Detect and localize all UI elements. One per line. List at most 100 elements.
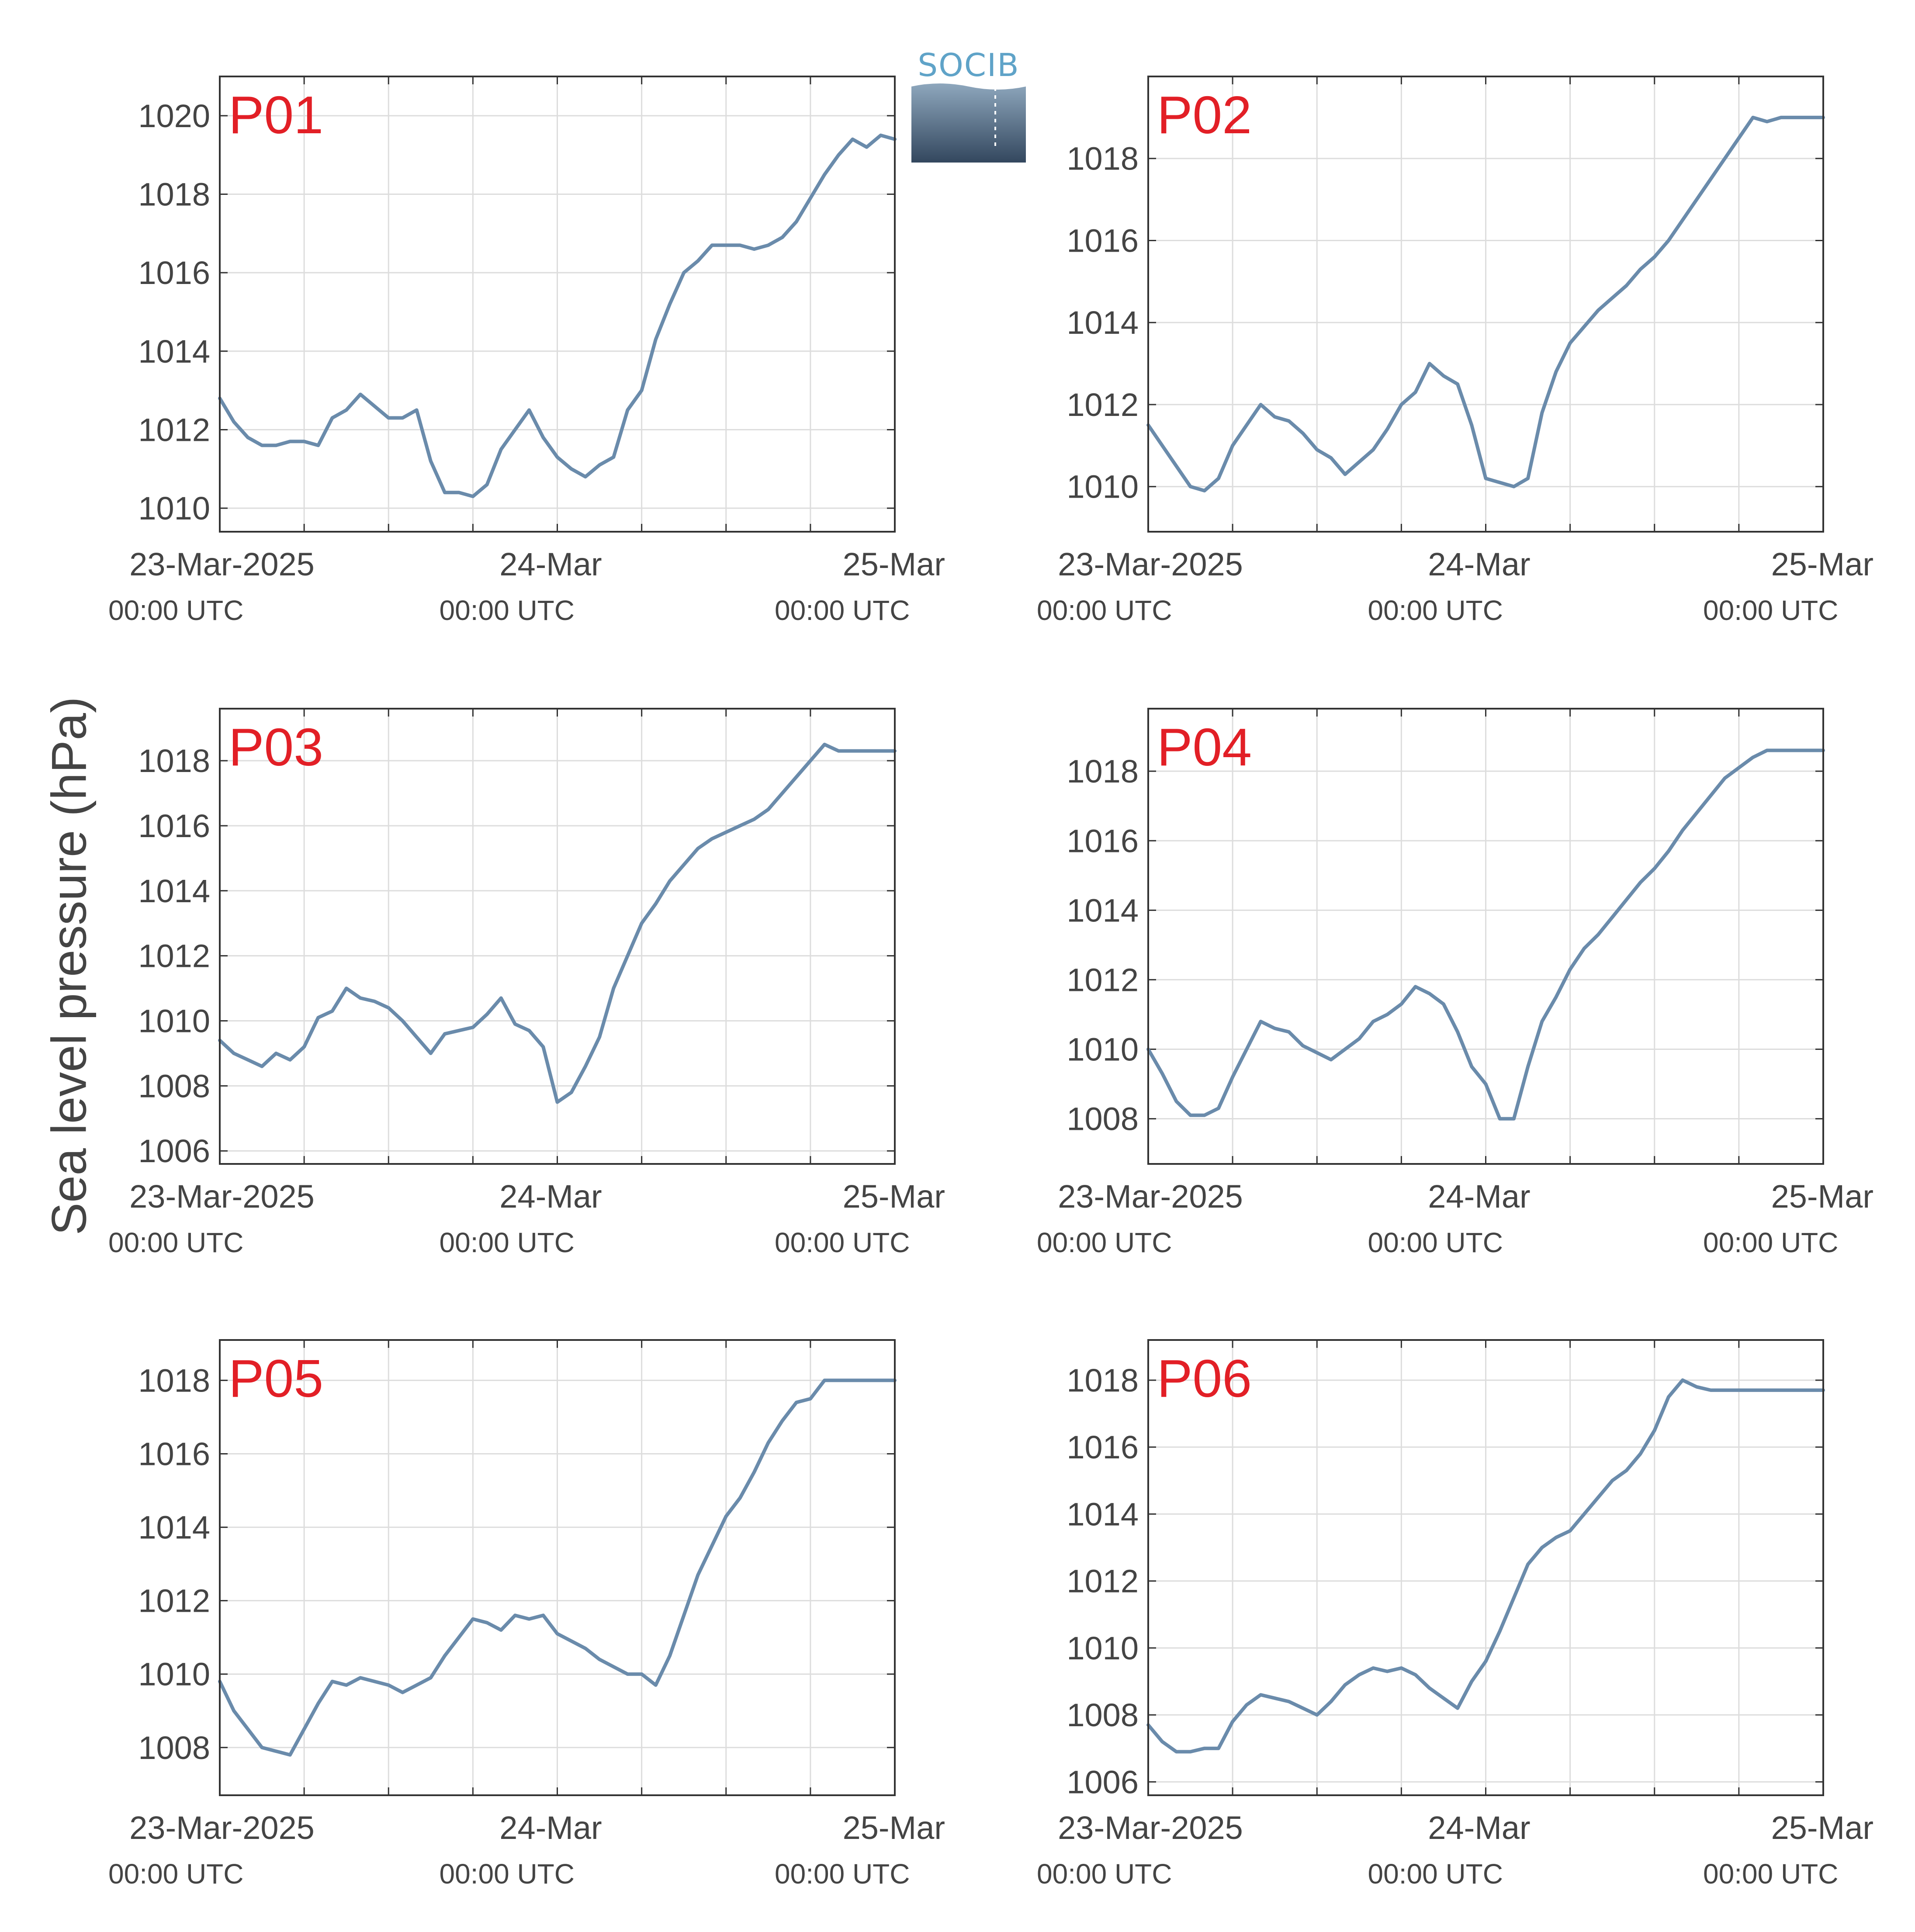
panel-p05: 1008 1010 1012 1014 1016 1018 23-Mar-2025 00:00… xyxy=(108,1339,945,1890)
x-tick-label: 25-Mar xyxy=(1771,1810,1873,1846)
x-tick-label: 23-Mar-2025 xyxy=(1058,1178,1243,1215)
y-tick-label: 1006 xyxy=(138,1133,210,1169)
plot-frame xyxy=(1147,76,1824,533)
series-line-p04 xyxy=(1146,748,1825,1121)
y-tick-label: 1010 xyxy=(1067,1032,1139,1068)
plot-frame xyxy=(1147,1339,1824,1796)
y-tick-label: 1012 xyxy=(138,1583,210,1619)
y-tick-label: 1018 xyxy=(138,176,210,212)
y-tick-label: 1018 xyxy=(1067,141,1139,177)
x-tick-label: 25-Mar xyxy=(843,1810,945,1846)
panel-label: P04 xyxy=(1157,717,1252,777)
y-tick-label: 1008 xyxy=(1067,1697,1139,1733)
y-tick-label: 1016 xyxy=(1067,1429,1139,1465)
y-tick-label: 1010 xyxy=(138,490,210,526)
x-tick-label: 25-Mar xyxy=(1771,546,1873,582)
y-tick-label: 1020 xyxy=(138,98,210,134)
x-tick-sublabel: 00:00 UTC xyxy=(1037,595,1172,626)
y-tick-label: 1008 xyxy=(1067,1101,1139,1137)
plot-frame xyxy=(219,76,896,533)
x-tick-sublabel: 00:00 UTC xyxy=(108,595,243,626)
x-tick-sublabel: 00:00 UTC xyxy=(775,1227,910,1258)
x-tick-sublabel: 00:00 UTC xyxy=(108,1858,243,1890)
series-line-p01 xyxy=(218,133,897,499)
y-tick-label: 1008 xyxy=(138,1068,210,1104)
y-tick-label: 1012 xyxy=(1067,1563,1139,1600)
y-tick-label: 1014 xyxy=(138,873,210,909)
y-tick-label: 1014 xyxy=(1067,305,1139,341)
y-tick-label: 1018 xyxy=(1067,753,1139,789)
y-axis-label: Sea level pressure (hPa) xyxy=(42,696,97,1236)
panel-label: P02 xyxy=(1157,85,1252,145)
x-tick-sublabel: 00:00 UTC xyxy=(1037,1227,1172,1258)
x-tick-sublabel: 00:00 UTC xyxy=(440,595,575,626)
y-tick-label: 1016 xyxy=(138,808,210,844)
x-tick-label: 24-Mar xyxy=(499,1178,602,1215)
panel-p03: 1006 1008 1010 1012 1014 1016 1018 23-Mar-2025 0… xyxy=(108,708,945,1258)
y-tick-label: 1016 xyxy=(1067,222,1139,259)
x-tick-label: 25-Mar xyxy=(843,546,945,582)
panel-p04: 1008 1010 1012 1014 1016 1018 23-Mar-2025 00:00… xyxy=(1037,708,1873,1258)
x-tick-label: 23-Mar-2025 xyxy=(129,1178,315,1215)
x-tick-label: 23-Mar-2025 xyxy=(129,1810,315,1846)
x-tick-label: 24-Mar xyxy=(499,546,602,582)
x-tick-label: 24-Mar xyxy=(1428,1178,1530,1215)
panel-p02: 1010 1012 1014 1016 1018 23-Mar-2025 00:00 UTC… xyxy=(1037,76,1873,626)
panel-label: P03 xyxy=(229,717,323,777)
y-tick-label: 1018 xyxy=(138,1362,210,1399)
y-tick-label: 1016 xyxy=(138,1436,210,1472)
x-tick-sublabel: 00:00 UTC xyxy=(775,1858,910,1890)
x-tick-sublabel: 00:00 UTC xyxy=(440,1858,575,1890)
series-line-p03 xyxy=(218,742,897,1104)
y-tick-label: 1018 xyxy=(138,743,210,779)
y-tick-label: 1016 xyxy=(1067,823,1139,859)
x-tick-label: 23-Mar-2025 xyxy=(1058,1810,1243,1846)
panel-p06: 1006 1008 1010 1012 1014 1016 1018 23-Mar-2025 0… xyxy=(1037,1339,1873,1890)
plot-frame xyxy=(219,708,896,1165)
logo-wordmark: SOCIB xyxy=(918,47,1019,83)
panel-p01: 1010 1012 1014 1016 1018 1020 23-Mar-2025 00:00… xyxy=(108,76,945,626)
y-tick-label: 1018 xyxy=(1067,1362,1139,1399)
y-tick-label: 1012 xyxy=(1067,962,1139,998)
x-tick-sublabel: 00:00 UTC xyxy=(1368,1858,1503,1890)
y-tick-label: 1012 xyxy=(138,412,210,448)
x-tick-label: 23-Mar-2025 xyxy=(1058,546,1243,582)
y-tick-label: 1014 xyxy=(138,1510,210,1546)
x-tick-sublabel: 00:00 UTC xyxy=(1368,1227,1503,1258)
plot-frame xyxy=(1147,708,1824,1165)
x-tick-sublabel: 00:00 UTC xyxy=(775,595,910,626)
panel-label: P06 xyxy=(1157,1349,1252,1408)
series-line-p06 xyxy=(1146,1378,1825,1754)
y-tick-label: 1012 xyxy=(138,938,210,974)
series-line-p05 xyxy=(218,1378,897,1757)
panel-label: P05 xyxy=(229,1349,323,1408)
y-tick-label: 1014 xyxy=(1067,892,1139,928)
y-tick-label: 1010 xyxy=(138,1656,210,1693)
x-tick-sublabel: 00:00 UTC xyxy=(1703,595,1838,626)
x-tick-sublabel: 00:00 UTC xyxy=(1037,1858,1172,1890)
y-tick-label: 1006 xyxy=(1067,1764,1139,1800)
y-tick-label: 1010 xyxy=(1067,1630,1139,1666)
y-tick-label: 1014 xyxy=(138,333,210,370)
x-tick-label: 24-Mar xyxy=(1428,1810,1530,1846)
y-tick-label: 1012 xyxy=(1067,387,1139,423)
series-line-p02 xyxy=(1146,115,1825,493)
x-tick-sublabel: 00:00 UTC xyxy=(1703,1227,1838,1258)
y-tick-label: 1008 xyxy=(138,1730,210,1766)
x-tick-sublabel: 00:00 UTC xyxy=(1703,1858,1838,1890)
x-tick-label: 25-Mar xyxy=(843,1178,945,1215)
x-tick-label: 25-Mar xyxy=(1771,1178,1873,1215)
y-tick-label: 1014 xyxy=(1067,1496,1139,1532)
x-tick-label: 24-Mar xyxy=(499,1810,602,1846)
x-tick-sublabel: 00:00 UTC xyxy=(108,1227,243,1258)
socib-logo: SOCIB xyxy=(911,47,1026,163)
y-tick-label: 1010 xyxy=(1067,469,1139,505)
y-tick-label: 1016 xyxy=(138,255,210,291)
plot-frame xyxy=(219,1339,896,1796)
x-tick-sublabel: 00:00 UTC xyxy=(1368,595,1503,626)
x-tick-label: 23-Mar-2025 xyxy=(129,546,315,582)
panel-label: P01 xyxy=(229,85,323,145)
x-tick-sublabel: 00:00 UTC xyxy=(440,1227,575,1258)
